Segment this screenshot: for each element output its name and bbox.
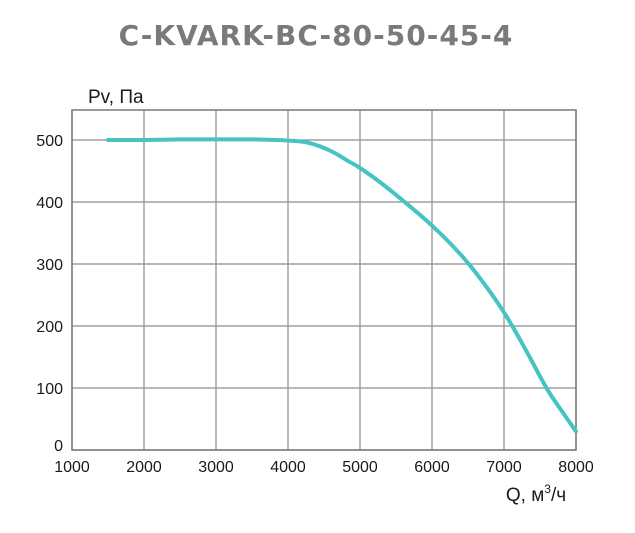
y-tick-label: 0 — [54, 438, 63, 455]
plot-frame — [71, 109, 577, 451]
y-tick-label: 100 — [36, 381, 63, 398]
y-tick-label: 500 — [36, 133, 63, 150]
y-tick-label: 400 — [36, 195, 63, 212]
x-tick-labels: 1000 2000 3000 4000 5000 6000 7000 8000 — [54, 459, 594, 476]
x-tick-label: 4000 — [270, 459, 306, 476]
x-tick-label: 7000 — [486, 459, 522, 476]
y-axis-label: Pv, Па — [88, 87, 144, 108]
x-tick-label: 2000 — [126, 459, 162, 476]
x-tick-label: 1000 — [54, 459, 90, 476]
x-axis-label: Q, м3/ч — [506, 482, 566, 506]
y-tick-labels: 0 100 200 300 400 500 — [36, 133, 63, 455]
y-tick-label: 200 — [36, 319, 63, 336]
x-axis-label-tail: /ч — [551, 485, 566, 506]
chart-title: C-KVARK-BC-80-50-45-4 — [119, 19, 514, 52]
x-axis-label-sup: 3 — [544, 482, 551, 496]
performance-curve — [106, 137, 578, 434]
x-tick-label: 8000 — [558, 459, 594, 476]
x-tick-label: 3000 — [198, 459, 234, 476]
x-tick-label: 6000 — [414, 459, 450, 476]
x-tick-label: 5000 — [342, 459, 378, 476]
grid-lines — [71, 110, 577, 451]
y-tick-label: 300 — [36, 257, 63, 274]
x-axis-label-main: Q, м — [506, 485, 544, 506]
